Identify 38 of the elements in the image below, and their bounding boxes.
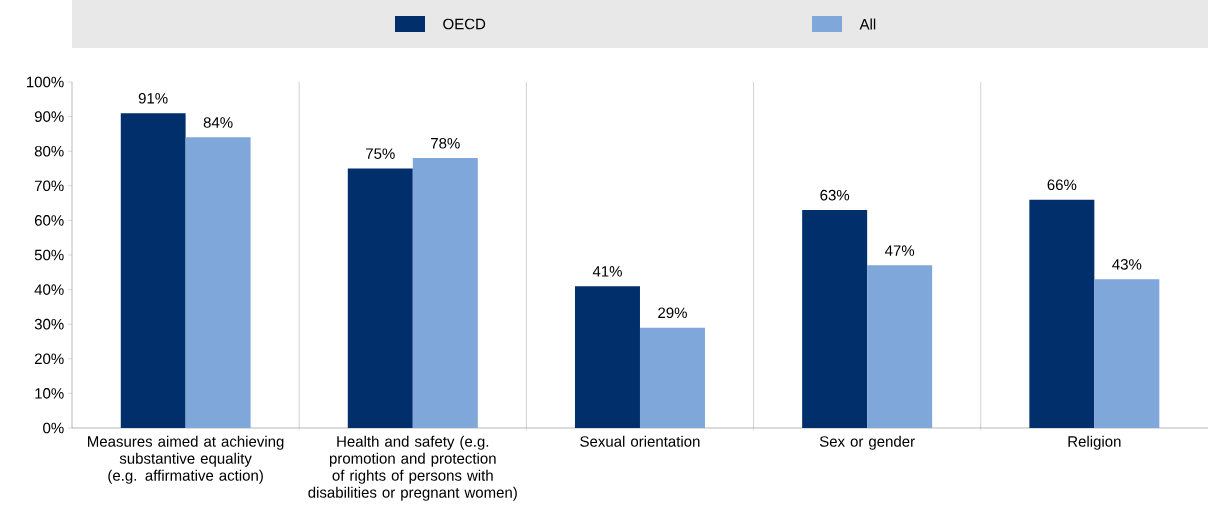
y-tick-label: 50% [34, 249, 64, 261]
data-label: 78% [431, 137, 460, 149]
y-tick-label: 40% [34, 284, 64, 295]
bar [120, 113, 186, 428]
data-label: 41% [592, 266, 622, 277]
bar [802, 210, 868, 428]
data-label: 29% [658, 307, 687, 319]
data-label: 66% [1047, 179, 1077, 191]
y-tick-label: 10% [35, 388, 64, 399]
y-tick-label: 80% [34, 145, 64, 157]
data-label: 43% [1112, 259, 1142, 270]
data-label: 47% [884, 245, 915, 256]
y-tick-label: 100% [26, 76, 64, 88]
x-tick-label: Measures aimed at achieving substantive equality (e.g. affirmative action) [88, 435, 284, 484]
x-tick-label: Sexual orientation [580, 435, 700, 447]
bar [185, 137, 251, 428]
y-tick-label: 60% [34, 215, 64, 226]
bar [1029, 199, 1095, 428]
bar [574, 286, 640, 428]
x-tick-label: Religion [1068, 435, 1121, 450]
legend-label: All [859, 18, 876, 30]
data-label: 84% [203, 117, 233, 128]
data-label: 63% [820, 189, 850, 201]
bar [347, 168, 413, 428]
y-tick-label: 0% [43, 422, 64, 434]
x-tick-label: Health and safety (e.g. promotion and protection of rights of persons with disabilities or pregnant women) [308, 435, 517, 501]
x-tick-label: Sex or gender [819, 435, 915, 450]
y-tick-label: 20% [34, 353, 64, 365]
data-label: 75% [366, 148, 395, 159]
bar [412, 158, 478, 428]
bar [867, 265, 933, 428]
data-label: 91% [138, 92, 168, 104]
bar [639, 327, 705, 428]
y-tick-label: 70% [34, 180, 64, 192]
bar [1094, 279, 1160, 428]
y-tick-label: 90% [34, 111, 64, 122]
legend-label: OECD [443, 18, 486, 30]
y-tick-label: 30% [34, 318, 64, 330]
